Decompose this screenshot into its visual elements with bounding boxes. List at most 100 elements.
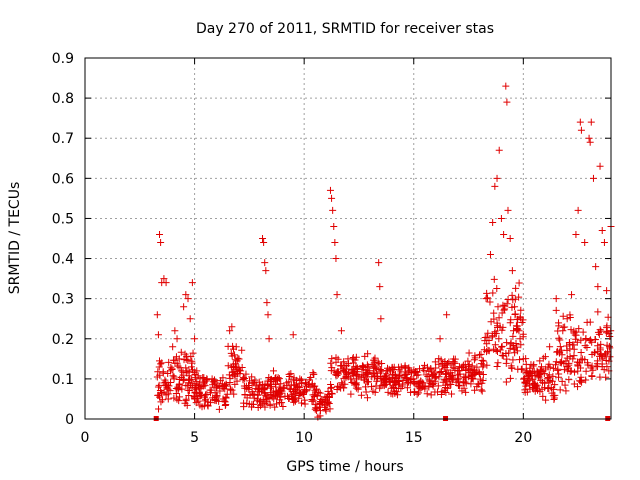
data-point: [362, 383, 370, 391]
data-point: [427, 380, 435, 388]
data-point: [436, 335, 444, 343]
data-point: [254, 404, 262, 412]
data-point: [558, 377, 566, 385]
y-tick-labels: 0 0.1 0.2 0.3 0.4 0.5 0.6 0.7 0.8 0.9: [52, 51, 74, 428]
data-point: [239, 376, 247, 384]
data-point: [443, 361, 451, 369]
data-point: [392, 388, 400, 396]
data-point: [240, 382, 248, 390]
data-point: [478, 387, 486, 395]
data-point: [493, 324, 501, 332]
data-point: [497, 214, 505, 222]
data-point: [192, 399, 200, 407]
data-point: [520, 374, 528, 382]
data-point: [440, 386, 448, 394]
data-point: [589, 366, 597, 374]
data-point: [445, 369, 453, 377]
data-point: [539, 392, 547, 400]
data-point: [577, 349, 585, 357]
data-point: [390, 384, 398, 392]
data-point: [522, 355, 530, 363]
data-point: [546, 377, 554, 385]
y-tick-label: 0.4: [52, 252, 74, 268]
data-point: [535, 370, 543, 378]
data-point: [406, 366, 414, 374]
data-point: [589, 174, 597, 182]
data-point: [555, 334, 563, 342]
data-point: [448, 390, 456, 398]
data-point: [483, 289, 491, 297]
data-point: [216, 382, 224, 390]
data-point: [200, 374, 208, 382]
data-point: [460, 384, 468, 392]
data-point: [162, 279, 170, 287]
data-point: [491, 182, 499, 190]
data-point: [349, 354, 357, 362]
data-point: [494, 303, 502, 311]
data-point: [330, 222, 338, 230]
data-point: [157, 239, 165, 247]
data-point: [182, 352, 190, 360]
data-point: [420, 367, 428, 375]
data-point: [511, 349, 519, 357]
data-point: [326, 186, 334, 194]
data-point: [258, 400, 266, 408]
data-point: [153, 311, 161, 319]
data-point: [328, 390, 336, 398]
data-point: [201, 397, 209, 405]
data-point: [188, 363, 196, 371]
data-point: [596, 373, 604, 381]
data-point: [191, 389, 199, 397]
data-point: [389, 390, 397, 398]
data-point: [440, 376, 448, 384]
data-point: [585, 134, 593, 142]
data-point: [354, 385, 362, 393]
data-point: [490, 345, 498, 353]
data-point: [438, 368, 446, 376]
data-point: [377, 382, 385, 390]
data-point: [434, 382, 442, 390]
data-point: [556, 336, 564, 344]
data-point: [154, 331, 162, 339]
data-point: [156, 357, 164, 365]
data-point: [436, 368, 444, 376]
data-point: [594, 308, 602, 316]
data-point: [506, 374, 514, 382]
data-point: [576, 118, 584, 126]
data-point: [255, 388, 263, 396]
data-point: [596, 326, 604, 334]
data-point: [293, 383, 301, 391]
data-point: [326, 405, 334, 413]
data-point: [559, 323, 567, 331]
data-point: [374, 358, 382, 366]
data-point: [558, 358, 566, 366]
data-point: [410, 388, 418, 396]
data-point: [279, 384, 287, 392]
data-point: [352, 380, 360, 388]
data-point: [532, 384, 540, 392]
data-point: [376, 283, 384, 291]
data-point: [424, 372, 432, 380]
data-point: [265, 335, 273, 343]
data-point: [422, 371, 430, 379]
data-point: [233, 363, 241, 371]
data-point: [586, 337, 594, 345]
data-point: [486, 298, 494, 306]
data-point: [495, 146, 503, 154]
data-point: [172, 384, 180, 392]
data-point: [506, 235, 514, 242]
data-point: [529, 375, 537, 383]
data-point: [437, 391, 445, 399]
data-point: [550, 396, 558, 404]
data-point: [518, 365, 526, 373]
data-point: [432, 364, 440, 372]
data-point: [369, 370, 377, 378]
data-point: [508, 267, 516, 275]
data-point: [188, 359, 196, 367]
data-point: [341, 361, 349, 369]
data-point: [476, 351, 483, 359]
data-point: [207, 399, 215, 407]
data-point: [465, 361, 473, 369]
data-point: [569, 355, 577, 363]
data-point: [364, 350, 372, 358]
